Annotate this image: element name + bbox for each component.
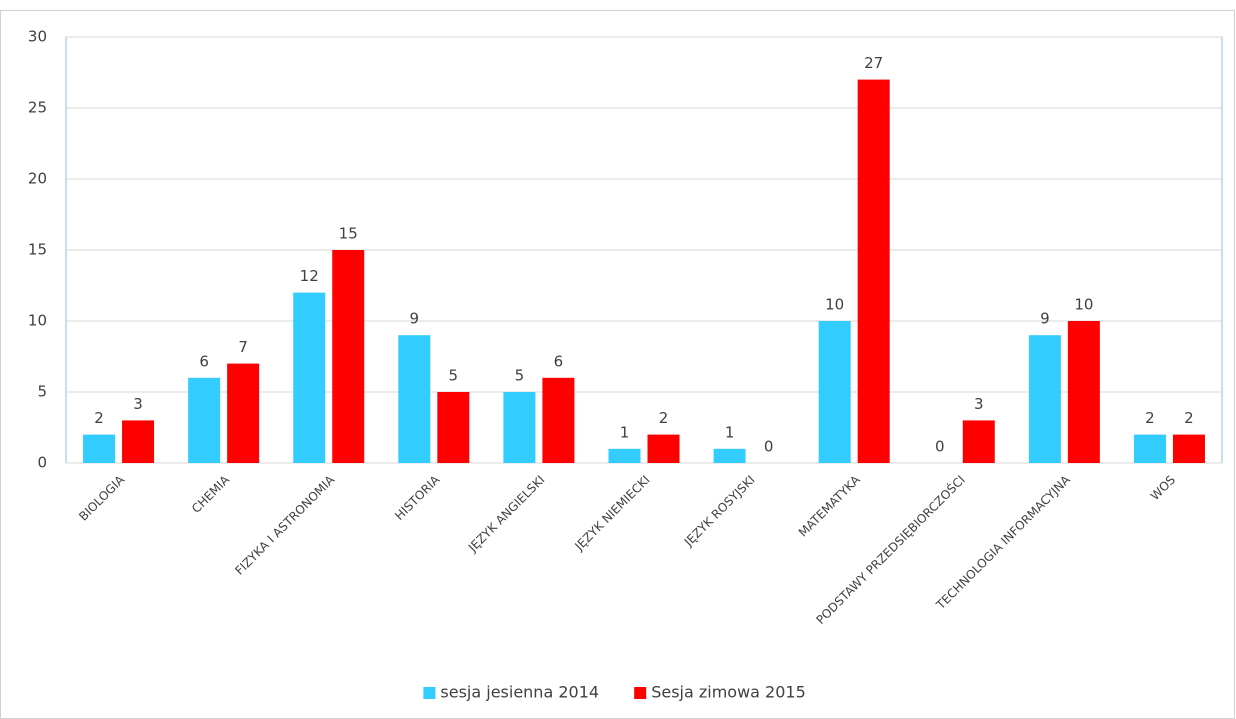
x-tick-label: JĘZYK NIEMIECKI — [571, 473, 652, 554]
x-tick-label: JĘZYK ROSYJSKI — [681, 473, 758, 550]
value-label: 7 — [238, 338, 248, 356]
bar — [227, 363, 260, 463]
value-label: 2 — [1145, 409, 1155, 427]
bar — [188, 377, 221, 463]
bar — [398, 335, 431, 463]
y-tick-label: 15 — [28, 241, 47, 259]
value-label: 10 — [825, 296, 844, 314]
bar — [608, 448, 641, 463]
y-tick-label: 0 — [37, 454, 47, 472]
value-label: 10 — [1074, 296, 1093, 314]
bar — [122, 420, 155, 463]
value-label: 15 — [339, 225, 358, 243]
x-tick-label: MATEMATYKA — [796, 472, 864, 540]
bar — [962, 420, 995, 463]
y-tick-label: 25 — [28, 99, 47, 117]
bar — [713, 448, 746, 463]
value-label: 2 — [659, 409, 669, 427]
bar — [332, 250, 365, 463]
value-label: 0 — [935, 438, 945, 456]
legend-swatch — [423, 687, 436, 699]
y-tick-label: 10 — [28, 312, 47, 330]
y-tick-label: 20 — [28, 170, 47, 188]
bar — [1133, 434, 1166, 463]
x-tick-label: WOS — [1148, 473, 1178, 503]
value-label: 5 — [515, 367, 525, 385]
y-tick-label: 5 — [37, 383, 47, 401]
bar — [542, 377, 575, 463]
value-label: 6 — [554, 352, 564, 370]
value-label: 12 — [300, 267, 319, 285]
value-label: 6 — [199, 352, 209, 370]
value-label: 5 — [449, 367, 459, 385]
bar — [503, 392, 536, 463]
y-tick-label: 30 — [28, 28, 47, 46]
value-label: 1 — [620, 423, 630, 441]
x-tick-label: BIOLOGIA — [76, 472, 127, 523]
x-tick-label: FIZYKA I ASTRONOMIA — [232, 472, 338, 578]
bar — [857, 79, 890, 463]
x-tick-label: CHEMIA — [189, 472, 233, 516]
value-label: 3 — [974, 395, 984, 413]
value-label: 9 — [1040, 310, 1050, 328]
legend-label: Sesja zimowa 2015 — [651, 683, 806, 702]
x-tick-label: JĘZYK ANGIELSKI — [465, 473, 547, 555]
value-label: 2 — [94, 409, 104, 427]
legend-swatch — [634, 687, 647, 699]
value-label: 3 — [133, 395, 143, 413]
legend-label: sesja jesienna 2014 — [440, 683, 599, 702]
bar — [1172, 434, 1205, 463]
bar — [818, 321, 851, 463]
bar — [437, 392, 470, 463]
value-label: 9 — [410, 310, 420, 328]
bar — [293, 292, 326, 463]
bar — [1028, 335, 1061, 463]
value-label: 27 — [864, 54, 883, 72]
value-label: 2 — [1184, 409, 1194, 427]
bar — [1067, 321, 1100, 463]
bar — [647, 434, 680, 463]
value-label: 1 — [725, 423, 735, 441]
x-tick-label: HISTORIA — [392, 472, 443, 523]
value-label: 0 — [764, 438, 774, 456]
bar — [83, 434, 116, 463]
